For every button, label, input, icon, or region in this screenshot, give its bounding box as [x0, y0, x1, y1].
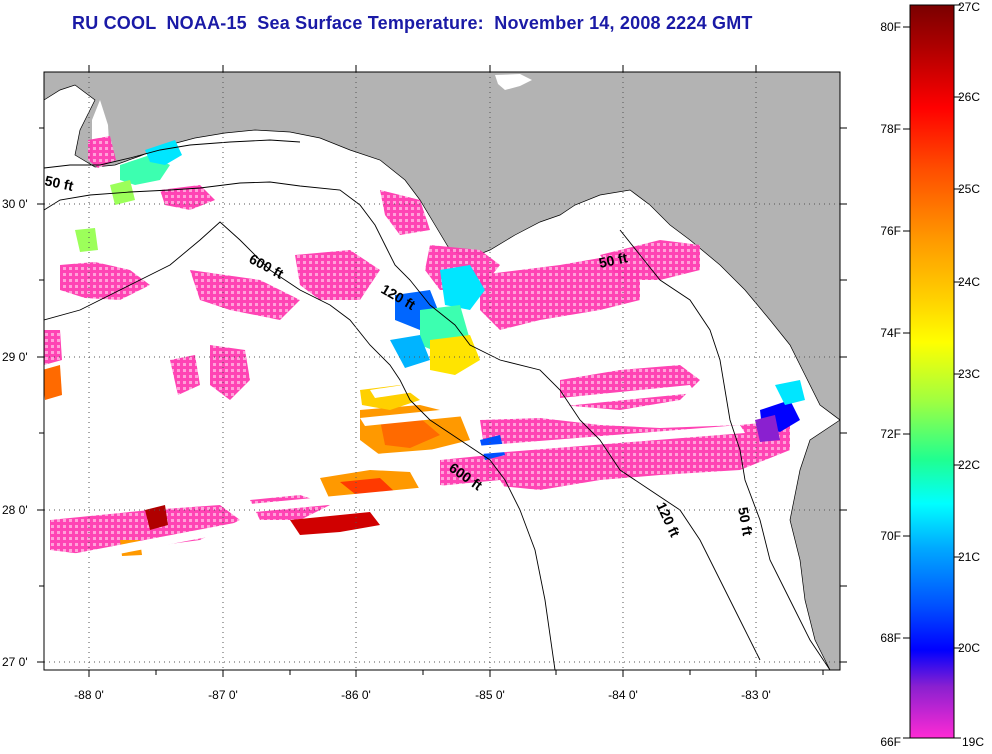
contour-label: 50 ft	[735, 506, 756, 537]
colorbar-f-label: 74F	[880, 326, 901, 340]
colorbar-ticks	[903, 4, 961, 739]
colorbar-c-label: 26C	[958, 90, 980, 104]
lat-label: 29 0'	[2, 350, 28, 364]
colorbar-f-label: 76F	[880, 224, 901, 238]
lat-label: 30 0'	[2, 197, 28, 211]
lon-label: -83 0'	[741, 688, 771, 702]
colorbar-c-label: 21C	[958, 550, 980, 564]
colorbar-f-label: 80F	[880, 20, 901, 34]
colorbar-c-label: 19C	[962, 735, 984, 749]
colorbar-c-label: 27C	[958, 0, 980, 14]
lon-label: -84 0'	[608, 688, 638, 702]
lon-label: -85 0'	[475, 688, 505, 702]
axis-ticks	[37, 65, 847, 677]
lat-label: 27 0'	[2, 655, 28, 669]
swath-gaps	[44, 355, 745, 568]
lat-label: 28 0'	[2, 503, 28, 517]
colorbar-c-label: 24C	[958, 275, 980, 289]
colorbar-f-label: 78F	[880, 122, 901, 136]
colorbar-c-label: 25C	[958, 182, 980, 196]
lon-label: -88 0'	[74, 688, 104, 702]
colorbar-c-label: 22C	[958, 458, 980, 472]
lon-label: -86 0'	[341, 688, 371, 702]
contour-label: 50 ft	[43, 172, 75, 194]
colorbar-f-label: 72F	[880, 427, 901, 441]
bathymetry-contours	[44, 139, 831, 670]
colorbar-f-label: 70F	[880, 529, 901, 543]
contour-label: 50 ft	[597, 249, 629, 271]
colorbar-f-label: 68F	[880, 631, 901, 645]
map-title: RU COOL NOAA-15 Sea Surface Temperature:…	[72, 13, 753, 33]
land-florida-peninsula	[789, 419, 840, 670]
colorbar	[909, 4, 955, 739]
colorbar-c-label: 20C	[958, 641, 980, 655]
lon-label: -87 0'	[208, 688, 238, 702]
colorbar-f-label: 66F	[880, 735, 901, 749]
colorbar-c-label: 23C	[958, 367, 980, 381]
lake	[495, 74, 532, 90]
